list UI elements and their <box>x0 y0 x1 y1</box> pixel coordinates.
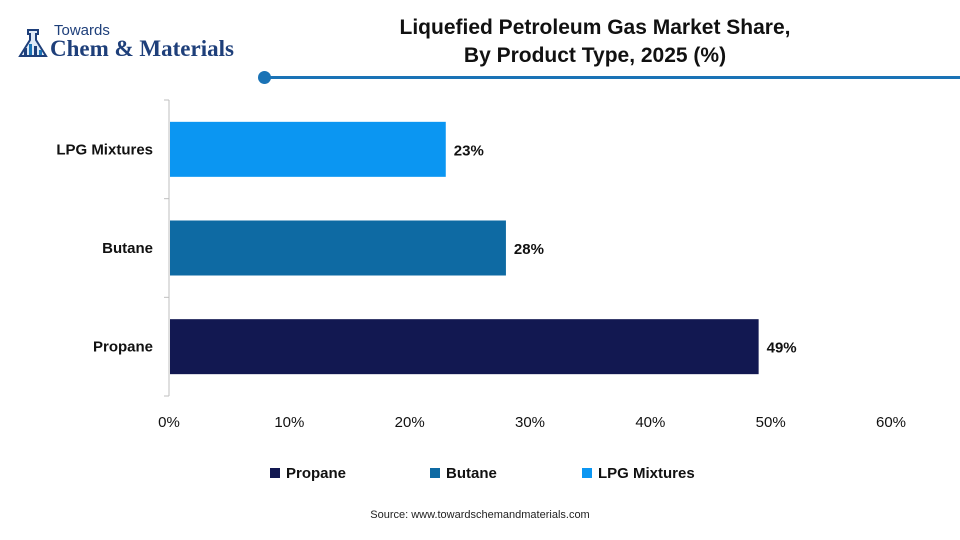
legend-item-lpg-mixtures: LPG Mixtures <box>582 462 695 484</box>
legend-swatch <box>270 468 280 478</box>
legend-swatch <box>430 468 440 478</box>
legend-label: Butane <box>446 464 497 482</box>
title-rule-line <box>270 76 960 79</box>
bar-butane <box>170 220 506 276</box>
chart-title-line-1: Liquefied Petroleum Gas Market Share, <box>399 16 791 39</box>
data-label: 23% <box>454 142 484 159</box>
chart-legend: Propane Butane LPG Mixtures <box>0 462 960 484</box>
bar-propane <box>170 319 759 375</box>
logo-text-towards: Towards <box>54 22 110 39</box>
x-tick-label: 20% <box>395 414 425 431</box>
data-label: 28% <box>514 241 544 258</box>
legend-item-butane: Butane <box>430 462 497 484</box>
brand-logo: Towards Chem & Materials <box>16 22 256 66</box>
x-tick-label: 30% <box>515 414 545 431</box>
legend-label: LPG Mixtures <box>598 464 695 482</box>
source-note: Source: www.towardschemandmaterials.com <box>370 509 590 521</box>
x-tick-label: 40% <box>635 414 665 431</box>
legend-label: Propane <box>286 464 347 482</box>
flask-logo-icon <box>18 29 48 57</box>
logo-text-chem-materials: Chem & Materials <box>50 36 234 61</box>
x-tick-label: 50% <box>756 414 786 431</box>
legend-swatch <box>582 468 592 478</box>
chart-title-line-2: By Product Type, 2025 (%) <box>463 44 727 67</box>
title-rule-dot <box>258 71 271 84</box>
chart-title: Liquefied Petroleum Gas Market Share, By… <box>300 14 890 70</box>
category-label: Butane <box>102 240 153 257</box>
x-tick-label: 10% <box>274 414 304 431</box>
legend-item-propane: Propane <box>270 462 346 484</box>
x-tick-label: 0% <box>158 414 180 431</box>
bar-lpg-mixtures <box>170 121 446 177</box>
x-tick-label: 60% <box>876 414 906 431</box>
data-label: 49% <box>767 340 797 357</box>
category-label: LPG Mixtures <box>56 141 153 158</box>
category-label: Propane <box>93 339 153 356</box>
